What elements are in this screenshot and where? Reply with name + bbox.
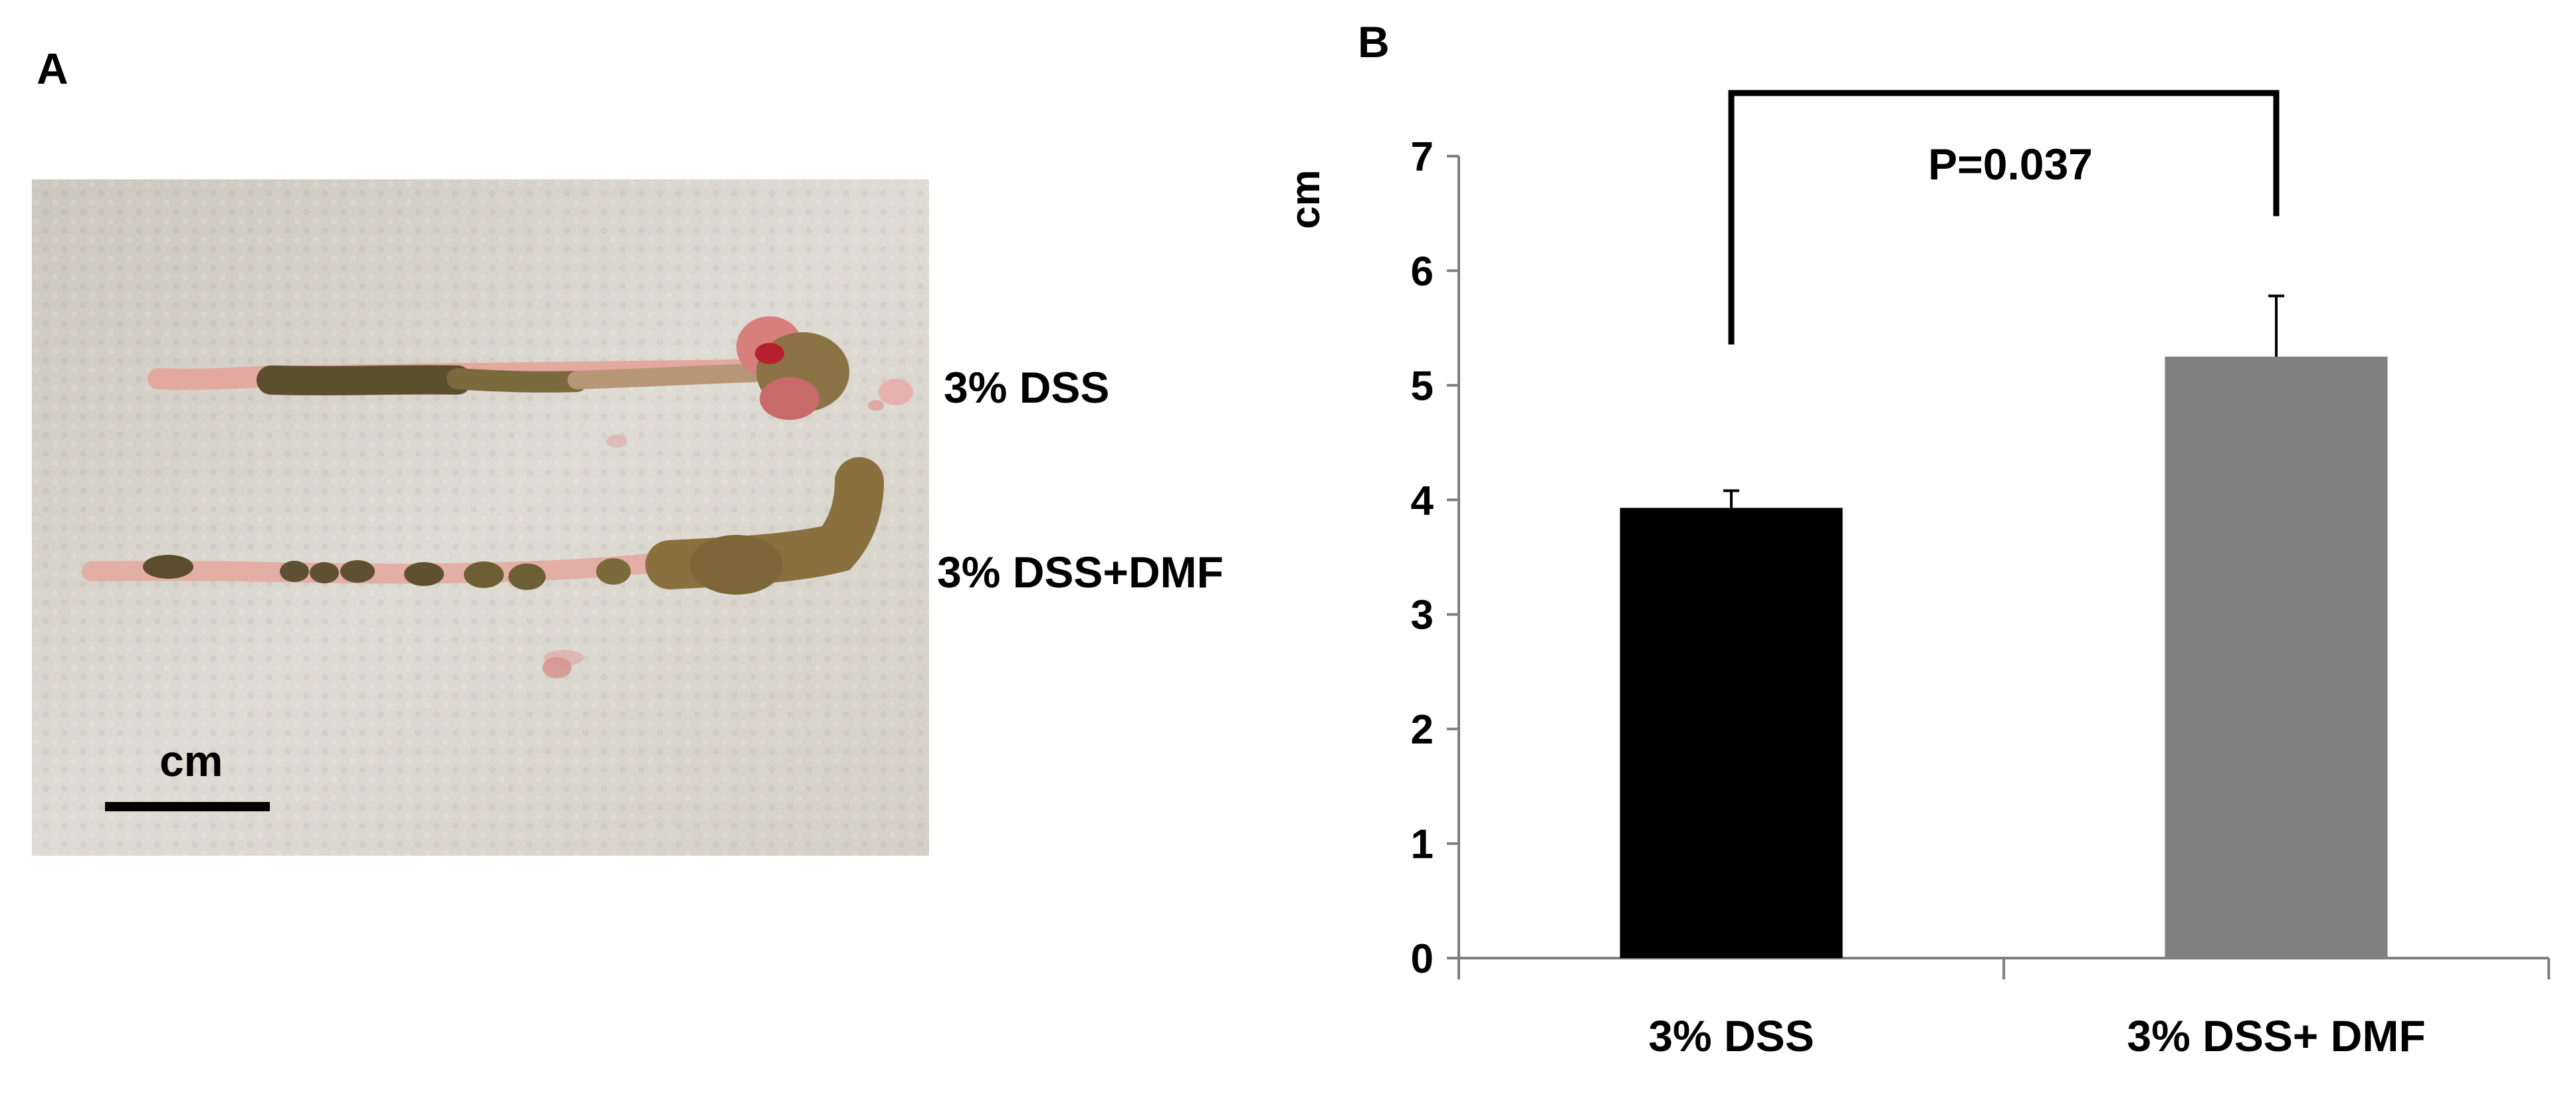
bar (2165, 356, 2388, 958)
y-tick-label: 6 (1411, 248, 1434, 294)
p-value-annotation: P=0.037 (1928, 140, 2093, 189)
specimen-label-dss-dmf: 3% DSS+DMF (937, 547, 1224, 597)
scale-bar (105, 802, 270, 811)
x-category-label: 3% DSS (1648, 1011, 1814, 1060)
bar-chart: 0 1 2 3 4 5 6 7 cm 3% DSS 3% DSS+ DMF P=0.037 (1283, 90, 2550, 1060)
panel-a-letter: A (37, 44, 68, 93)
x-category-label: 3% DSS+ DMF (2127, 1011, 2425, 1060)
bar (1620, 508, 1843, 958)
y-tick-label: 4 (1411, 478, 1434, 524)
panel-b-letter: B (1358, 17, 1390, 66)
y-tick-label: 0 (1411, 936, 1434, 982)
y-axis-label: cm (1283, 169, 1329, 229)
y-tick-label: 2 (1411, 707, 1434, 753)
scale-bar-label: cm (160, 736, 223, 785)
colon-specimen-photo (32, 179, 929, 856)
y-tick-label: 3 (1411, 593, 1434, 639)
specimen-label-dss: 3% DSS (944, 363, 1110, 412)
y-tick-label: 7 (1411, 134, 1434, 180)
y-tick-label: 1 (1411, 822, 1434, 868)
significance-bracket (1728, 90, 2280, 345)
y-tick-label: 5 (1411, 363, 1434, 409)
